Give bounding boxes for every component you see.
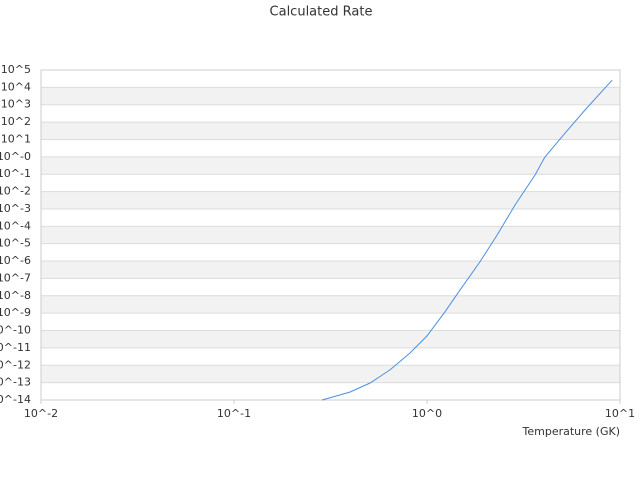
grid-band bbox=[41, 330, 620, 348]
x-tick-label: 10^1 bbox=[605, 407, 635, 420]
y-tick-label: 10^-5 bbox=[0, 237, 31, 250]
y-tick-label: 10^-2 bbox=[0, 185, 31, 198]
grid-band bbox=[41, 226, 620, 244]
grid-band bbox=[41, 295, 620, 314]
y-tick-label: 10^-12 bbox=[0, 358, 31, 371]
y-tick-label: 10^-3 bbox=[0, 202, 31, 215]
data-line bbox=[321, 79, 613, 401]
plot-frame bbox=[40, 69, 621, 401]
y-tick-label: 10^-13 bbox=[0, 376, 31, 389]
y-tick-label: 10^-14 bbox=[0, 393, 31, 406]
y-tick-label: 10^2 bbox=[1, 115, 31, 128]
y-tick-label: 10^-4 bbox=[0, 219, 31, 232]
x-tick-label: 10^0 bbox=[412, 407, 442, 420]
grid-band bbox=[41, 191, 620, 209]
grid-band bbox=[41, 365, 620, 383]
y-tick-label: 10^-8 bbox=[0, 289, 31, 302]
grid-band bbox=[41, 122, 620, 140]
y-tick-label: 10^3 bbox=[1, 98, 31, 111]
y-tick-label: 10^-9 bbox=[0, 306, 31, 319]
x-axis-label: Temperature (GK) bbox=[522, 425, 621, 438]
x-tick-label: 10^-2 bbox=[24, 407, 58, 420]
grid-band bbox=[41, 156, 620, 175]
chart-title: Calculated Rate bbox=[270, 5, 373, 20]
y-tick-label: 10^4 bbox=[1, 80, 31, 93]
y-tick-label: 10^-10 bbox=[0, 324, 31, 337]
y-tick-label: 10^-1 bbox=[0, 167, 31, 180]
y-tick-label: 10^-11 bbox=[0, 341, 31, 354]
y-tick-label: 10^5 bbox=[1, 63, 31, 76]
x-tick-label: 10^-1 bbox=[217, 407, 251, 420]
grid-band bbox=[41, 87, 620, 105]
y-tick-label: 10^-7 bbox=[0, 271, 31, 284]
y-tick-label: 10^-6 bbox=[0, 254, 31, 267]
grid-band bbox=[41, 261, 620, 279]
y-tick-label: 10^1 bbox=[1, 132, 31, 145]
y-tick-label: 10^-0 bbox=[0, 150, 31, 163]
